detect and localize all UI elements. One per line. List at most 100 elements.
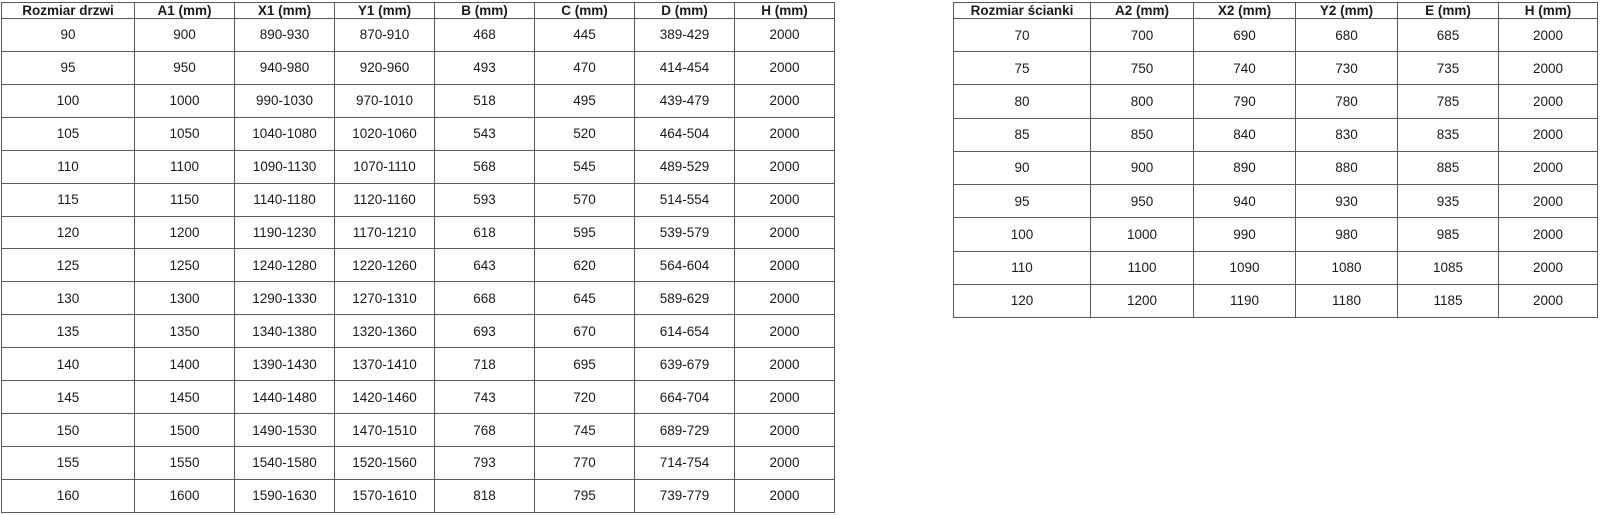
table-cell: 495: [534, 83, 635, 118]
table-cell: 740: [1193, 51, 1296, 86]
table-cell: 135: [1, 314, 135, 349]
table-cell: 985: [1397, 217, 1499, 252]
table-cell: 2000: [734, 149, 835, 184]
table-row: 150 1500 1490-1530 1470-1510 768 745 689-729 20…: [1, 413, 835, 447]
table-cell: 1500: [134, 413, 235, 447]
table-cell: 2000: [734, 50, 835, 85]
table-row: 125 1250 1240-1280 1220-1260 643 620 564-604 20…: [1, 248, 835, 283]
table-cell: 120: [1, 215, 135, 250]
table-cell: 693: [434, 314, 535, 349]
table-cell: 110: [953, 250, 1091, 285]
table-cell: 980: [1295, 217, 1398, 252]
table-cell: 618: [434, 215, 535, 250]
table-cell: 1290-1330: [234, 281, 335, 316]
table-cell: 885: [1397, 150, 1499, 186]
table-cell: 593: [434, 182, 535, 217]
table-row: 145 1450 1440-1480 1420-1460 743 720 664-704 20…: [1, 380, 835, 415]
table-cell: 2000: [734, 413, 835, 447]
table-cell: 1100: [134, 149, 235, 184]
table-cell: 539-579: [634, 215, 735, 250]
table-cell: 1120-1160: [334, 182, 435, 217]
table-cell: 1440-1480: [234, 380, 335, 415]
table-cell: 750: [1090, 51, 1194, 86]
table-cell: 564-604: [634, 248, 735, 283]
table-cell: 2000: [734, 116, 835, 151]
wall-size-table: Rozmiar ścianki A2 (mm) X2 (mm) Y2 (mm) E (m…: [953, 2, 1598, 319]
table-cell: 439-479: [634, 83, 735, 118]
table-cell: 85: [953, 117, 1091, 152]
table-cell: 1190: [1193, 283, 1296, 319]
table-cell: 1600: [134, 478, 235, 514]
table-cell: 2000: [734, 281, 835, 316]
table-cell: 1340-1380: [234, 314, 335, 349]
table-cell: 1020-1060: [334, 116, 435, 151]
table-cell: 414-454: [634, 50, 735, 85]
table-cell: 468: [434, 18, 535, 52]
header-row: Rozmiar drzwi A1 (mm) X1 (mm) Y1 (mm) B (mm)…: [1, 2, 835, 19]
table-cell: 680: [1295, 17, 1398, 53]
table-cell: 1085: [1397, 250, 1499, 285]
header-row: Rozmiar ścianki A2 (mm) X2 (mm) Y2 (mm) E (m…: [953, 2, 1598, 19]
column-header: Rozmiar ścianki: [953, 2, 1091, 19]
table-cell: 145: [1, 380, 135, 415]
table-cell: 70: [953, 17, 1091, 53]
table-cell: 920-960: [334, 50, 435, 85]
table-cell: 830: [1295, 117, 1398, 152]
table-cell: 80: [953, 84, 1091, 119]
table-row: 100 1000 990 980 985 2000: [953, 217, 1598, 252]
table-cell: 850: [1090, 117, 1194, 152]
table-cell: 645: [534, 281, 635, 316]
table-cell: 2000: [734, 347, 835, 382]
table-cell: 790: [1193, 84, 1296, 119]
table-cell: 125: [1, 248, 135, 283]
table-cell: 700: [1090, 17, 1194, 53]
table-cell: 1140-1180: [234, 182, 335, 217]
table-cell: 1400: [134, 347, 235, 382]
table-cell: 1220-1260: [334, 248, 435, 283]
table-cell: 745: [534, 413, 635, 447]
table-row: 75 750 740 730 735 2000: [953, 51, 1598, 86]
table-cell: 950: [1090, 184, 1194, 219]
table-cell: 870-910: [334, 18, 435, 52]
table-cell: 2000: [1498, 184, 1598, 219]
table-cell: 589-629: [634, 281, 735, 316]
table-cell: 770: [534, 445, 635, 480]
table-row: 90 900 890-930 870-910 468 445 389-429 2000: [1, 18, 835, 52]
table-cell: 120: [953, 283, 1091, 319]
table-cell: 1080: [1295, 250, 1398, 285]
table-cell: 2000: [734, 182, 835, 217]
table-cell: 2000: [734, 83, 835, 118]
table-cell: 1490-1530: [234, 413, 335, 447]
table-cell: 1000: [1090, 217, 1194, 252]
table-cell: 1240-1280: [234, 248, 335, 283]
table-cell: 643: [434, 248, 535, 283]
column-header: C (mm): [534, 2, 635, 19]
table-cell: 2000: [1498, 150, 1598, 186]
table-cell: 1200: [134, 215, 235, 250]
table-cell: 935: [1397, 184, 1499, 219]
table-row: 105 1050 1040-1080 1020-1060 543 520 464-504 20…: [1, 116, 835, 151]
table-cell: 1350: [134, 314, 235, 349]
table-cell: 1150: [134, 182, 235, 217]
table-row: 110 1100 1090 1080 1085 2000: [953, 250, 1598, 285]
column-header: A2 (mm): [1090, 2, 1194, 19]
table-cell: 2000: [1498, 283, 1598, 319]
table-cell: 1540-1580: [234, 445, 335, 480]
table-cell: 1185: [1397, 283, 1499, 319]
column-header: D (mm): [634, 2, 735, 19]
table-cell: 95: [953, 184, 1091, 219]
table-cell: 1100: [1090, 250, 1194, 285]
table-cell: 785: [1397, 84, 1499, 119]
table-cell: 1090-1130: [234, 149, 335, 184]
table-cell: 970-1010: [334, 83, 435, 118]
table-cell: 940-980: [234, 50, 335, 85]
table-cell: 1590-1630: [234, 478, 335, 514]
table-cell: 1420-1460: [334, 380, 435, 415]
table-cell: 545: [534, 149, 635, 184]
table-cell: 639-679: [634, 347, 735, 382]
table-cell: 1550: [134, 445, 235, 480]
column-header: X2 (mm): [1193, 2, 1296, 19]
table-cell: 1200: [1090, 283, 1194, 319]
table-row: 120 1200 1190 1180 1185 2000: [953, 283, 1598, 319]
column-header: Rozmiar drzwi: [1, 2, 135, 19]
